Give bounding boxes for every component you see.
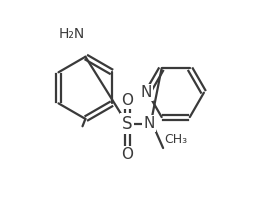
Text: O: O: [121, 147, 133, 162]
Text: O: O: [121, 93, 133, 108]
Text: H₂N: H₂N: [58, 27, 85, 41]
Text: N: N: [141, 85, 152, 100]
Text: S: S: [122, 115, 132, 133]
Text: N: N: [143, 116, 155, 131]
Text: CH₃: CH₃: [164, 133, 187, 146]
